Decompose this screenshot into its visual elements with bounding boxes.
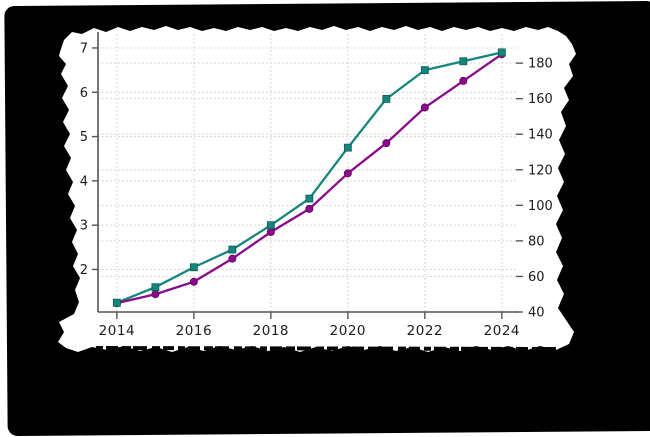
right-tick-label: 180	[528, 57, 553, 72]
right-tick-label: 60	[528, 270, 545, 285]
left-tick-label: 3	[80, 219, 88, 234]
teal-series-marker	[228, 245, 237, 254]
teal-series-marker	[459, 57, 468, 66]
purple-series-marker	[151, 290, 160, 299]
purple-series-marker	[228, 254, 237, 263]
teal-series-marker	[112, 298, 121, 307]
right-tick-label: 140	[528, 128, 553, 143]
left-tick-label: 5	[80, 130, 88, 145]
x-tick-label: 2014	[99, 323, 135, 339]
purple-series-marker	[189, 277, 198, 286]
purple-series-marker	[343, 169, 352, 178]
x-tick-label: 2020	[330, 323, 366, 339]
left-tick-label: 4	[80, 174, 88, 189]
teal-series-marker	[305, 194, 314, 203]
teal-series-marker	[497, 48, 506, 57]
x-tick-label: 2018	[253, 323, 289, 339]
purple-series-marker	[382, 139, 391, 148]
right-tick-label: 120	[528, 163, 553, 178]
obscured-caption-fragments	[95, 346, 557, 351]
teal-series-marker	[151, 283, 160, 292]
x-tick-label: 2016	[176, 323, 212, 339]
left-tick-label: 6	[80, 86, 88, 101]
teal-series-marker	[420, 66, 429, 75]
plot-area: 2 3 4 5 6 7 2014 2016 2018 2020 2022 2024 40 60 80 100 1…	[80, 32, 553, 339]
right-tick-label: 100	[528, 199, 553, 214]
purple-series-marker	[420, 103, 429, 112]
teal-series-marker	[382, 95, 391, 103]
left-tick-label: 2	[80, 263, 88, 278]
left-tick-label: 7	[80, 41, 88, 56]
x-tick-label: 2022	[407, 323, 443, 339]
right-tick-label: 80	[528, 234, 545, 249]
x-tick-label: 2024	[484, 323, 520, 339]
right-tick-label: 160	[528, 92, 553, 107]
purple-series-marker	[305, 204, 314, 213]
teal-series-marker	[343, 143, 352, 152]
teal-series-marker	[189, 263, 198, 272]
purple-series-marker	[266, 227, 275, 236]
purple-series-marker	[459, 76, 468, 85]
right-tick-label: 40	[528, 306, 545, 321]
teal-series-marker	[266, 221, 275, 230]
